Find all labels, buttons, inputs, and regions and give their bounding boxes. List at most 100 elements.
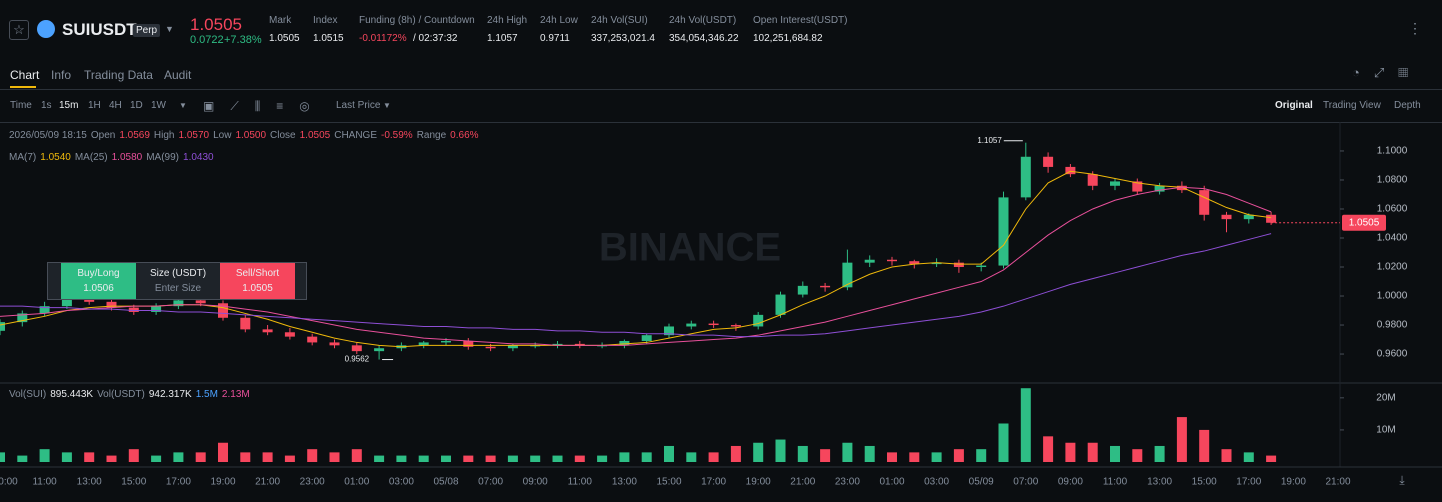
tab[interactable]: Chart xyxy=(10,68,40,82)
buy-button[interactable]: Buy/Long 1.0506 xyxy=(61,263,136,299)
stat-label: Mark xyxy=(269,15,292,26)
volume-bar xyxy=(1154,445,1165,462)
candle-body xyxy=(507,345,518,349)
candle-body xyxy=(1199,190,1210,215)
stat-label: 24h Vol(USDT) xyxy=(669,15,737,26)
view[interactable]: Trading View xyxy=(1323,100,1381,111)
separator xyxy=(0,89,1442,90)
favorite-button[interactable]: ☆ xyxy=(9,20,29,40)
volume-bar xyxy=(1243,452,1254,462)
volume-bar xyxy=(173,452,184,462)
time-label: 03:00 xyxy=(924,477,949,488)
volume-bar xyxy=(463,455,474,462)
candle-body xyxy=(39,306,50,314)
dropdown[interactable]: ▼ xyxy=(165,24,174,34)
legend-item: 942.317K xyxy=(148,389,192,400)
annotation: 0.9562 xyxy=(345,355,370,364)
watermark: BINANCE xyxy=(599,226,781,270)
view[interactable]: Original xyxy=(1275,100,1313,111)
time-label: 05/08 xyxy=(433,477,458,488)
time-label: 07:00 xyxy=(478,477,503,488)
candle-body xyxy=(307,336,318,343)
time-label: 11:00 xyxy=(1103,477,1128,488)
volume-bar xyxy=(240,452,251,462)
last-price: 1.0505 xyxy=(190,15,242,34)
volume-bar xyxy=(39,449,50,462)
order-widget: Buy/Long 1.0506 Size (USDT) Enter Size Sel… xyxy=(47,262,307,300)
interval[interactable]: 1s xyxy=(41,100,52,111)
tab[interactable]: Trading Data xyxy=(84,68,153,82)
interval[interactable]: 1D xyxy=(130,100,143,111)
time-label: 09:00 xyxy=(1058,477,1083,488)
sell-button[interactable]: Sell/Short 1.0505 xyxy=(220,263,295,299)
separator xyxy=(0,122,1442,123)
badge: Perp xyxy=(133,24,161,37)
candle-body xyxy=(173,300,184,307)
change: 0.0722 xyxy=(190,34,224,46)
legend-item: 895.443K xyxy=(50,389,94,400)
candle-body xyxy=(84,298,95,302)
time-label: 15:00 xyxy=(121,477,146,488)
volume-bar xyxy=(530,455,541,462)
interval[interactable]: 15m xyxy=(59,100,79,111)
legend-item: Close xyxy=(270,130,296,141)
view[interactable]: Depth xyxy=(1394,100,1421,111)
interval[interactable]: 1H xyxy=(88,100,101,111)
candle-body xyxy=(0,322,5,331)
candle-body xyxy=(195,300,206,304)
volume-bar xyxy=(441,455,451,462)
time-label: 13:00 xyxy=(612,477,637,488)
candle-body xyxy=(574,343,585,346)
candle-body xyxy=(218,303,228,318)
candle-body xyxy=(953,262,964,268)
candle-body xyxy=(61,298,72,307)
volume-bar xyxy=(396,455,407,462)
time-label: 23:00 xyxy=(300,477,325,488)
volume-bar xyxy=(619,452,630,462)
candle-body xyxy=(463,340,474,347)
candle-body xyxy=(820,285,831,288)
stat-value: 1.0515 xyxy=(313,33,344,44)
legend-item: 1.0569 xyxy=(119,130,150,141)
tab[interactable]: Info xyxy=(51,68,72,82)
volume-bar xyxy=(552,455,563,462)
volume-bar xyxy=(998,423,1009,462)
tab[interactable]: Audit xyxy=(164,68,192,82)
time-label: 21:00 xyxy=(255,477,280,488)
more[interactable]: ⋮ xyxy=(1408,20,1422,36)
legend-item: 0.66% xyxy=(450,130,479,141)
time-label: 21:00 xyxy=(1325,477,1350,488)
vol-legend: Vol(SUI) 895.443K Vol(USDT) 942.317K 1.5M 2.1… xyxy=(9,389,254,400)
legend-item: 1.0580 xyxy=(111,152,143,163)
interval[interactable]: 1W xyxy=(151,100,166,111)
candle-body xyxy=(686,323,697,327)
volume-bar xyxy=(374,455,385,462)
symbol[interactable]: SUIUSDT xyxy=(62,20,137,39)
volume-bar xyxy=(84,452,95,462)
volume-bar xyxy=(1043,436,1054,462)
legend-item: High xyxy=(153,130,175,141)
price-type[interactable]: Last Price xyxy=(336,100,381,111)
candle-body xyxy=(1043,156,1054,167)
stat-value: -0.01172% xyxy=(359,33,407,44)
volume-bar xyxy=(887,452,897,462)
buy-label: Buy/Long xyxy=(77,268,120,279)
volume-bar xyxy=(418,455,429,462)
ma-line xyxy=(0,186,1272,346)
candle-body xyxy=(753,314,764,327)
candle-body xyxy=(1065,166,1076,175)
volume-bar xyxy=(641,452,652,462)
stat-label: Open Interest(USDT) xyxy=(753,15,848,26)
size-input[interactable]: Size (USDT) Enter Size xyxy=(136,263,220,299)
volume-bar xyxy=(820,449,831,462)
time-label: 09:00 xyxy=(523,477,548,488)
last-price-label: 1.0505 xyxy=(1349,217,1380,228)
candle-body xyxy=(619,340,630,346)
chart: BINANCE 1.1000 1.0800 1.0600 1.0400 1.0200 1.0… xyxy=(0,122,1442,488)
volume-bar xyxy=(1199,429,1210,462)
interval[interactable]: 4H xyxy=(109,100,122,111)
size-placeholder: Enter Size xyxy=(154,283,202,294)
volume-bar xyxy=(307,449,318,462)
volume-bar xyxy=(1065,442,1076,462)
candle-body xyxy=(284,332,295,337)
